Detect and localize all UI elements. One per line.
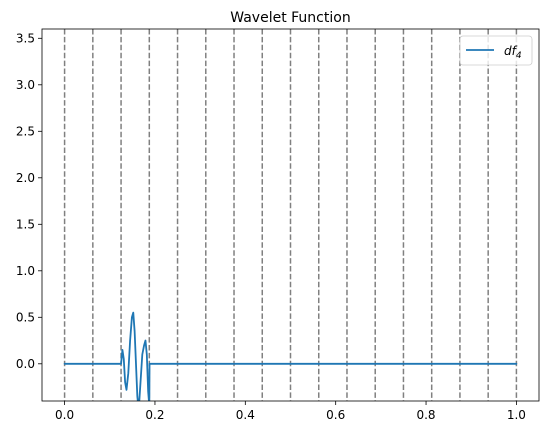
legend-label-subscript: 4	[516, 51, 522, 61]
series-line-0	[63, 311, 518, 401]
chart-title: Wavelet Function	[230, 10, 350, 26]
y-axis: 0.0 0.5 1.0 1.5 2.0 2.5 3.0 3.5	[16, 31, 42, 371]
x-tick-label: 0.4	[236, 408, 255, 422]
legend-box	[459, 35, 533, 66]
series-layer	[63, 311, 518, 401]
y-tick-label: 2.0	[16, 171, 35, 185]
y-tick-label: 1.5	[16, 217, 35, 231]
x-tick-label: 0.6	[326, 408, 345, 422]
x-tick-label: 0.2	[145, 408, 164, 422]
y-tick-label: 3.0	[16, 78, 35, 92]
y-tick-label: 2.5	[16, 124, 35, 138]
vertical-reference-lines	[63, 29, 518, 401]
x-tick-label: 1.0	[507, 408, 526, 422]
y-tick-label: 0.0	[16, 357, 35, 371]
legend: df4	[459, 35, 533, 66]
y-tick-label: 3.5	[16, 31, 35, 45]
legend-label-base: df	[504, 44, 518, 58]
x-tick-label: 0.0	[55, 408, 74, 422]
y-tick-label: 1.0	[16, 264, 35, 278]
plot-frame	[41, 28, 540, 402]
y-tick-label: 0.5	[16, 310, 35, 324]
x-axis: 0.0 0.2 0.4 0.6 0.8 1.0	[55, 401, 526, 422]
x-tick-label: 0.8	[416, 408, 435, 422]
legend-label: df4	[504, 44, 522, 61]
